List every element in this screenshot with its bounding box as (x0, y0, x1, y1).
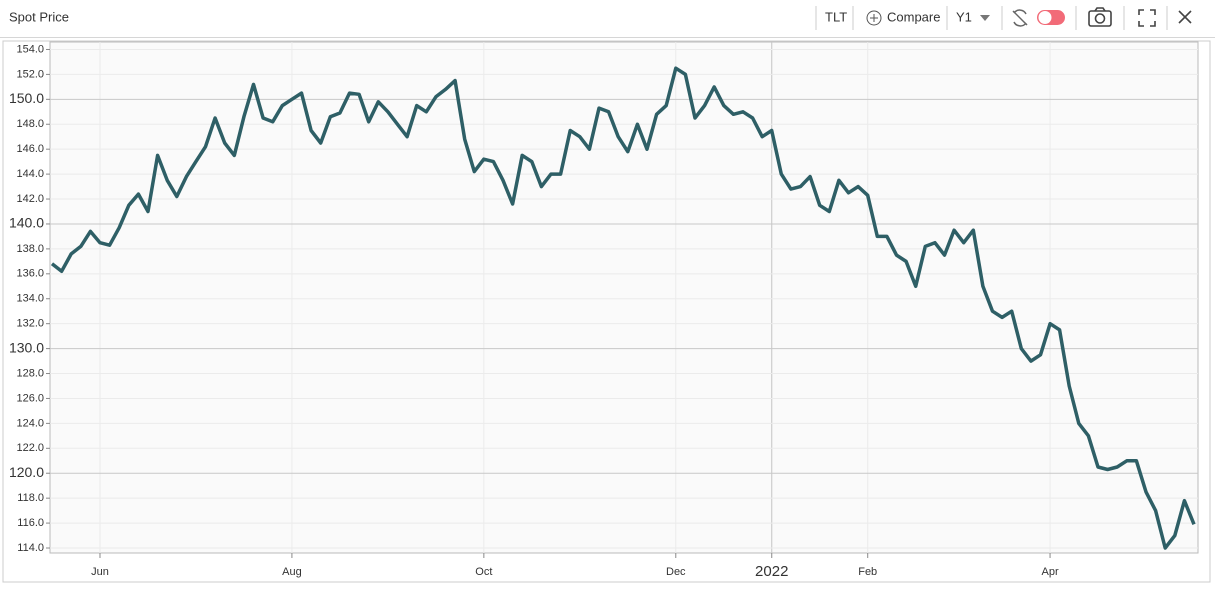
compare-icon[interactable] (866, 10, 882, 26)
toggle-switch[interactable] (1037, 10, 1065, 25)
price-line (50, 66, 1196, 550)
y-tick-label: 132.0 (16, 318, 44, 330)
y-tick-label: 142.0 (16, 193, 44, 205)
x-tick-label: Oct (475, 566, 492, 578)
y-tick-label: 134.0 (16, 293, 44, 305)
chart-frame (2, 40, 1211, 583)
x-tick-label: Dec (666, 566, 686, 578)
y-tick-label: 116.0 (17, 517, 44, 529)
camera-icon[interactable] (1088, 7, 1112, 27)
range-dropdown-arrow[interactable] (980, 15, 990, 21)
y-tick-label: 120.0 (9, 464, 44, 480)
y-tick-label: 124.0 (16, 417, 44, 429)
y-tick-label: 118.0 (17, 492, 44, 504)
toolbar-separators (815, 6, 1168, 30)
y-tick-label: 154.0 (16, 43, 44, 55)
sync-icon[interactable] (1012, 9, 1028, 27)
y-tick-label: 122.0 (16, 442, 44, 454)
y-tick-label: 148.0 (16, 118, 44, 130)
x-tick-label: Apr (1041, 566, 1058, 578)
plot-area (49, 41, 1199, 554)
chart-title: Spot Price (9, 9, 69, 24)
y-tick-label: 114.0 (17, 542, 44, 554)
x-tick-label: Jun (91, 566, 109, 578)
fullscreen-icon[interactable] (1138, 9, 1156, 27)
compare-button[interactable]: Compare (887, 9, 940, 24)
x-tick-label: Feb (858, 566, 877, 578)
y-tick-label: 138.0 (16, 243, 44, 255)
close-icon[interactable] (1178, 10, 1192, 24)
y-tick-label: 144.0 (16, 168, 44, 180)
y-tick-label: 128.0 (16, 367, 44, 379)
y-tick-label: 150.0 (9, 90, 44, 106)
y-tick-label: 130.0 (9, 339, 44, 355)
x-tick-label: 2022 (755, 563, 788, 580)
ticker-button[interactable]: TLT (825, 9, 847, 24)
y-tick-label: 152.0 (16, 68, 44, 80)
x-tick-label: Aug (282, 566, 302, 578)
y-tick-label: 126.0 (16, 392, 44, 404)
y-tick-label: 140.0 (9, 215, 44, 231)
y-tick-label: 146.0 (16, 143, 44, 155)
y-tick-label: 136.0 (16, 268, 44, 280)
range-select[interactable]: Y1 (956, 9, 972, 24)
